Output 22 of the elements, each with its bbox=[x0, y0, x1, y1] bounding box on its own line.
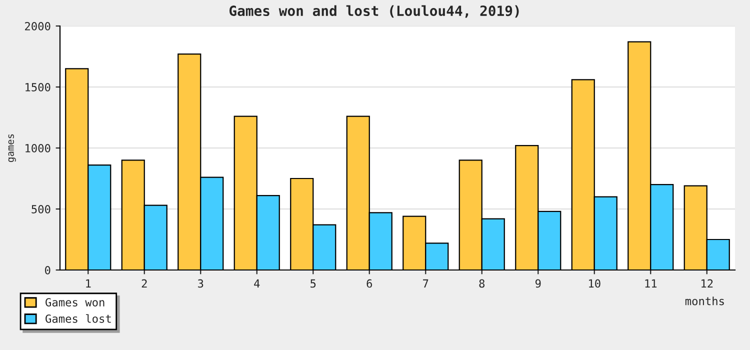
x-tick-label: 9 bbox=[535, 279, 541, 288]
y-axis-title: games bbox=[8, 134, 16, 162]
x-tick-label: 5 bbox=[310, 279, 316, 288]
y-tick-label: 1000 bbox=[26, 144, 50, 152]
x-tick-label: 11 bbox=[645, 279, 657, 288]
x-tick-label: 10 bbox=[589, 279, 600, 288]
y-tick-label: 1500 bbox=[26, 83, 50, 92]
x-tick-label: 6 bbox=[366, 279, 372, 288]
x-tick-label: 4 bbox=[254, 279, 260, 288]
y-tick-label: 2000 bbox=[25, 22, 50, 30]
legend-label: Games won bbox=[46, 298, 104, 306]
y-tick-label: 500 bbox=[32, 205, 50, 214]
y-tick-label: 0 bbox=[45, 266, 50, 274]
x-axis-title: months bbox=[685, 296, 724, 306]
x-tick-label: 3 bbox=[198, 279, 204, 288]
legend-label: Games lost bbox=[46, 314, 111, 323]
x-tick-label: 7 bbox=[423, 279, 428, 288]
x-tick-label: 2 bbox=[142, 279, 147, 288]
chart-title: Games won and lost (Loulou44, 2019) bbox=[229, 5, 519, 18]
x-tick-label: 8 bbox=[479, 279, 485, 288]
x-tick-label: 12 bbox=[702, 279, 713, 288]
x-tick-label: 1 bbox=[86, 279, 91, 288]
